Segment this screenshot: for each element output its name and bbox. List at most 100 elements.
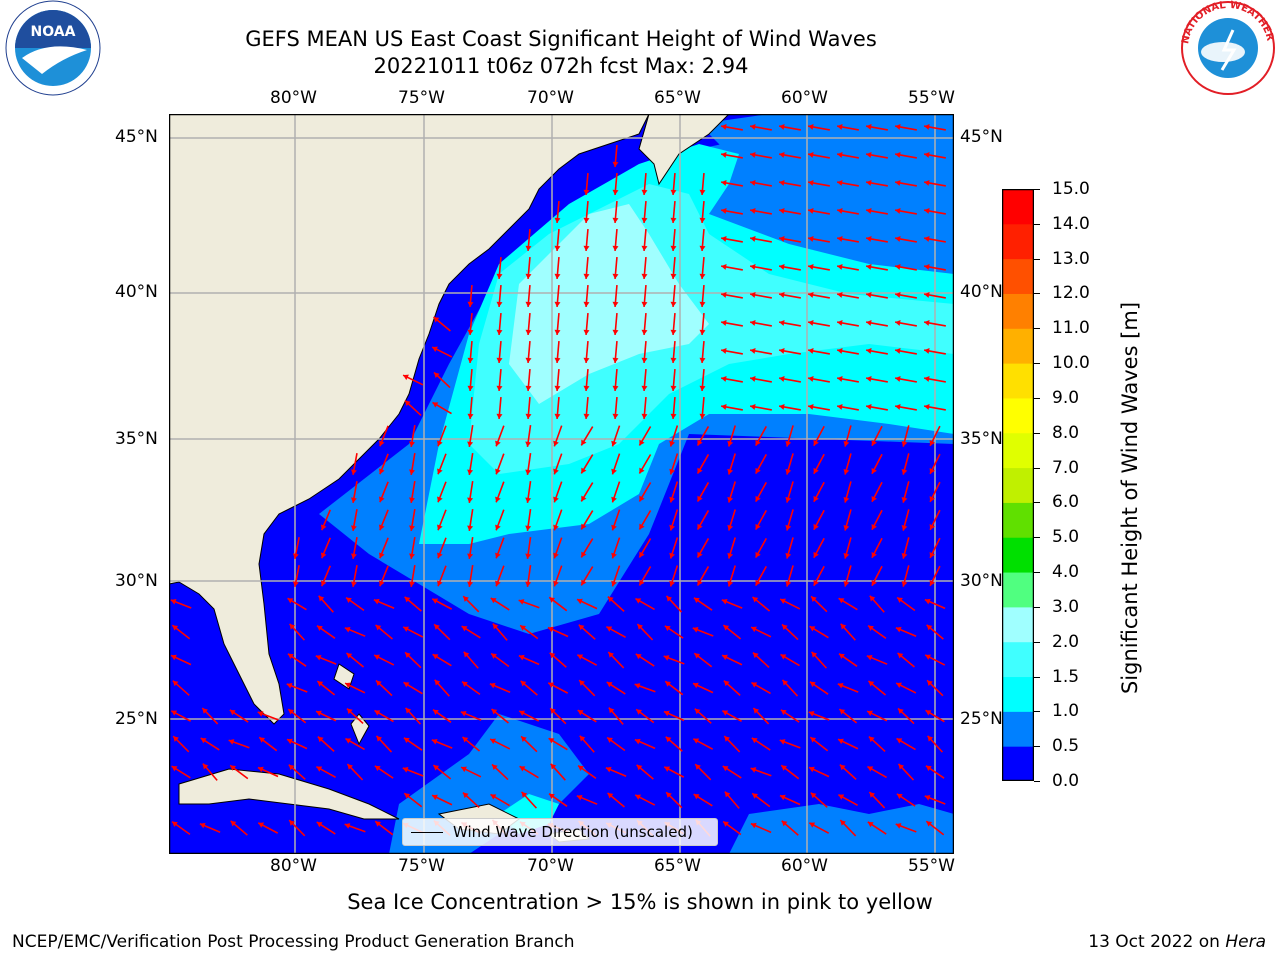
wave-arrow	[378, 453, 389, 475]
wave-arrow	[670, 368, 677, 392]
wave-arrow	[780, 709, 800, 723]
wave-arrow	[779, 376, 801, 383]
chart-title-line2: 20221011 t06z 072h fcst Max: 2.94	[373, 54, 749, 78]
wave-arrow	[837, 738, 859, 750]
wave-arrow	[664, 680, 684, 696]
wave-arrow	[837, 236, 859, 243]
wave-arrow	[808, 264, 830, 271]
wave-arrow	[554, 312, 561, 336]
wave-arrow	[549, 707, 567, 725]
wave-arrow	[808, 292, 830, 299]
wave-arrow	[838, 708, 858, 724]
wave-arrow	[752, 707, 770, 725]
wave-arrow	[612, 228, 619, 252]
wave-arrow	[489, 682, 511, 694]
wave-arrow	[813, 481, 825, 503]
wave-arrow	[699, 396, 706, 420]
wave-arrow	[467, 425, 474, 447]
wave-arrow	[350, 509, 358, 531]
footer-date: 13 Oct 2022 on Hera	[1088, 932, 1266, 952]
wave-arrow	[172, 680, 190, 696]
lon-label-top-80w: 80°W	[270, 88, 317, 108]
wave-arrow	[409, 425, 416, 447]
colorbar-cell	[1002, 676, 1034, 712]
wave-arrow	[525, 424, 532, 448]
wave-arrow	[378, 481, 389, 503]
footer-producer: NCEP/EMC/Verification Post Processing Pr…	[12, 932, 575, 952]
wave-arrow	[721, 152, 743, 159]
wave-arrow	[895, 208, 917, 215]
wave-arrow	[638, 454, 652, 474]
wave-arrow	[607, 792, 625, 808]
map-frame	[168, 113, 955, 855]
wave-arrow	[583, 172, 590, 196]
wave-arrow	[838, 653, 858, 667]
wave-arrow	[901, 509, 910, 531]
wave-arrow	[199, 822, 221, 834]
wave-arrow	[699, 340, 706, 364]
wave-arrow	[692, 738, 714, 750]
wave-arrow	[611, 537, 621, 559]
wave-arrow	[576, 794, 598, 805]
wave-arrow	[752, 651, 770, 669]
wave-arrow	[553, 565, 563, 587]
wave-arrow	[583, 340, 590, 364]
wave-arrow	[580, 566, 594, 586]
wave-arrow	[843, 565, 852, 587]
wave-arrow	[553, 537, 563, 559]
wave-arrow	[554, 368, 561, 392]
wave-arrow	[837, 376, 859, 383]
wave-arrow	[924, 152, 946, 159]
colorbar-cell	[1002, 641, 1034, 678]
lon-label-top-75w: 75°W	[398, 88, 445, 108]
lat-label-left-25n: 25°N	[115, 709, 158, 729]
wave-arrow	[612, 172, 619, 196]
wave-arrow	[171, 820, 191, 836]
wave-arrow	[580, 454, 594, 474]
colorbar-cell	[1002, 397, 1034, 434]
wave-arrow	[751, 596, 771, 612]
colorbar-cell	[1002, 328, 1034, 364]
wave-arrow	[924, 348, 946, 355]
colorbar-cell	[1002, 293, 1034, 329]
wave-arrow	[373, 598, 395, 610]
wave-arrow	[924, 208, 946, 215]
wave-arrow	[520, 791, 538, 809]
wave-arrow	[462, 595, 480, 613]
colorbar-tick-mark	[1034, 223, 1040, 225]
wave-arrow	[896, 737, 916, 751]
wave-arrow	[808, 766, 830, 778]
wave-arrow	[373, 654, 395, 666]
wave-arrow	[344, 823, 366, 833]
wave-arrow	[750, 348, 772, 355]
wave-arrow	[808, 208, 830, 215]
wave-arrow	[554, 256, 561, 280]
wave-arrow	[553, 453, 563, 475]
wave-arrow	[808, 822, 830, 834]
wave-arrow	[346, 763, 364, 781]
wave-arrow	[579, 735, 595, 753]
wave-arrow	[437, 509, 447, 531]
wave-arrow	[202, 763, 218, 781]
wave-arrow	[318, 595, 334, 613]
wave-arrow	[669, 481, 679, 503]
wave-arrow	[721, 208, 743, 215]
wave-arrow	[437, 453, 447, 475]
wave-arrow	[670, 256, 677, 280]
wave-arrow	[583, 228, 590, 252]
wave-arrow	[496, 368, 503, 392]
wave-arrow	[867, 680, 887, 696]
wave-arrow	[754, 425, 768, 447]
wave-arrow	[727, 537, 737, 559]
map-panel	[168, 113, 955, 855]
wave-arrow	[519, 624, 539, 640]
wave-arrow	[287, 653, 307, 667]
wave-arrow	[895, 376, 917, 383]
wave-arrow	[525, 480, 532, 504]
wave-arrow	[612, 144, 619, 168]
colorbar-tick-mark	[1034, 467, 1040, 469]
wave-arrow	[924, 320, 946, 327]
wave-arrow	[409, 537, 416, 559]
wave-arrow	[866, 348, 888, 355]
wave-arrow	[867, 821, 887, 835]
